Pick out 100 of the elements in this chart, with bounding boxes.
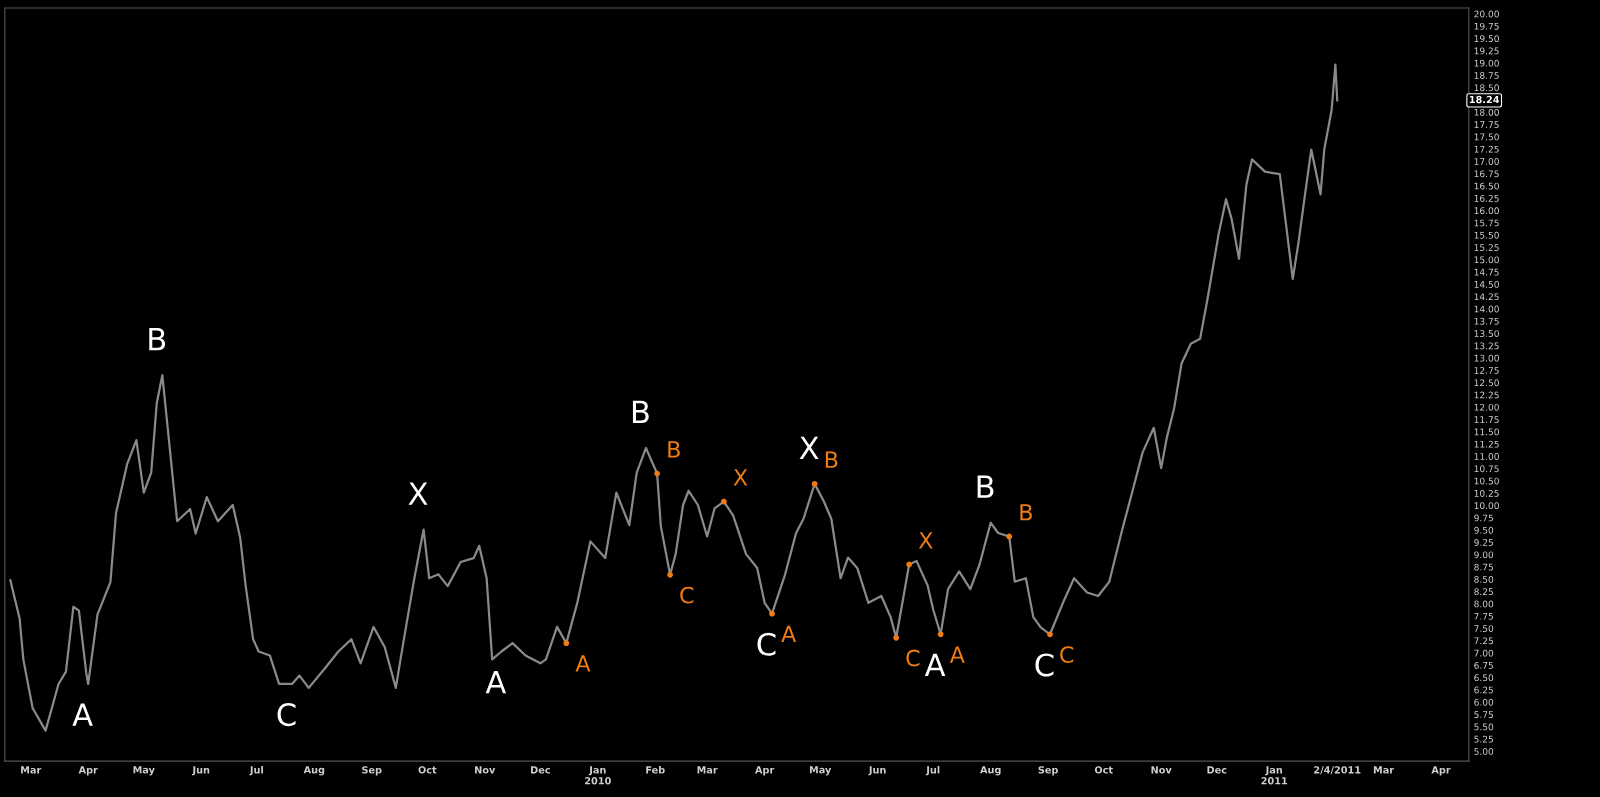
annotation: A — [924, 653, 946, 677]
x-tick-label: May — [133, 766, 155, 776]
y-tick-label: 12.00 — [1474, 403, 1499, 411]
data-label: B — [668, 441, 680, 458]
y-tick-label: 18.00 — [1474, 108, 1499, 116]
point — [654, 470, 661, 477]
y-tick-label: 10.75 — [1474, 465, 1499, 473]
text: 18.24 — [1469, 95, 1500, 104]
y-tick-label: 6.50 — [1474, 674, 1494, 682]
y-tick-label: 5.00 — [1474, 748, 1494, 755]
x-tick-label: Aug — [303, 766, 325, 776]
x-tick-label: Mar — [1373, 766, 1395, 774]
y-tick-label: 13.25 — [1474, 342, 1499, 350]
data-label: A — [781, 625, 797, 642]
point — [1006, 533, 1013, 540]
y-tick-label: 16.00 — [1474, 207, 1499, 215]
y-tick-label: 12.50 — [1474, 379, 1499, 387]
y-tick-label: 19.75 — [1474, 22, 1499, 30]
y-tick-label: 8.50 — [1474, 575, 1494, 583]
y-tick-label: 7.00 — [1474, 649, 1494, 657]
y-tick-label: 17.25 — [1474, 145, 1499, 153]
y-tick-label: 16.50 — [1474, 182, 1499, 190]
y-tick-label: 11.00 — [1474, 453, 1499, 460]
data-label: B — [1020, 504, 1032, 521]
x-tick-label: Nov — [475, 766, 496, 774]
x-tick-label: Mar — [21, 766, 42, 774]
data-label: A — [949, 646, 965, 663]
y-tick-label: 6.75 — [1474, 662, 1493, 669]
y-tick-label: 14.00 — [1474, 305, 1499, 313]
annotation: X — [408, 482, 428, 505]
x-tick-label: Nov — [1151, 766, 1172, 774]
x-tick-label: Jun — [191, 766, 210, 776]
annotation: A — [485, 670, 507, 694]
x-tick-label: Sep — [1038, 766, 1058, 776]
annotation: C — [757, 632, 776, 656]
y-tick-label: 18.50 — [1474, 84, 1499, 92]
annotation: C — [277, 703, 296, 727]
y-tick-label: 17.50 — [1474, 133, 1499, 141]
y-tick-label: 15.00 — [1474, 256, 1499, 264]
y-tick-label: 5.25 — [1474, 735, 1493, 743]
data-label: C — [680, 586, 694, 604]
y-tick-label: 14.25 — [1474, 293, 1499, 301]
y-tick-label: 10.00 — [1474, 502, 1499, 510]
x-tick-label: May — [809, 766, 832, 776]
x-tick-label: Apr — [1431, 766, 1451, 776]
x-tick-label: Jan 2011 — [1261, 766, 1288, 785]
y-tick-label: 13.00 — [1474, 354, 1499, 362]
y-tick-label: 5.50 — [1474, 723, 1494, 731]
y-tick-label: 10.25 — [1474, 489, 1499, 497]
data-label: C — [906, 649, 920, 667]
annotation: A — [72, 703, 93, 726]
y-tick-label: 17.00 — [1474, 158, 1499, 165]
y-tick-label: 7.50 — [1474, 625, 1494, 632]
x-tick-label: Apr — [78, 766, 98, 776]
x-tick-label: Mar — [697, 766, 718, 774]
annotation: C — [1035, 653, 1054, 677]
y-tick-label: 11.25 — [1474, 440, 1499, 448]
y-tick-label: 5.75 — [1474, 711, 1493, 718]
y-tick-label: 9.50 — [1474, 526, 1494, 534]
y-tick-label: 16.75 — [1474, 170, 1499, 178]
point — [937, 631, 944, 638]
y-tick-label: 19.50 — [1474, 35, 1499, 43]
y-tick-label: 11.75 — [1474, 416, 1499, 424]
annotation: B — [149, 328, 166, 351]
y-tick-label: 14.75 — [1474, 268, 1499, 276]
data-label: X — [733, 469, 748, 486]
y-tick-label: 9.25 — [1474, 539, 1493, 546]
y-tick-label: 6.25 — [1474, 686, 1493, 694]
y-tick-label: 12.75 — [1474, 367, 1499, 374]
y-tick-label: 19.00 — [1474, 59, 1499, 67]
x-tick-label: Jul — [925, 766, 940, 776]
y-tick-label: 6.00 — [1474, 698, 1494, 706]
annotation: X — [799, 436, 819, 459]
point — [563, 640, 570, 647]
y-tick-label: 13.50 — [1474, 330, 1499, 337]
y-tick-label: 13.75 — [1474, 317, 1499, 325]
x-tick-label: Jul — [249, 766, 263, 776]
data-label: A — [575, 655, 591, 672]
y-tick-label: 9.00 — [1474, 551, 1494, 559]
x-tick-label: Sep — [362, 766, 382, 776]
annotation: B — [977, 475, 994, 498]
x-tick-label: Feb — [646, 766, 665, 774]
y-tick-label: 15.75 — [1474, 219, 1499, 227]
point — [893, 634, 900, 641]
data-label: X — [918, 532, 933, 549]
x-tick-label: Oct — [1094, 766, 1113, 774]
y-tick-label: 17.75 — [1474, 121, 1499, 129]
line-series — [9, 63, 1339, 732]
point — [720, 498, 727, 505]
y-tick-label: 11.50 — [1474, 428, 1499, 436]
y-tick-label: 10.50 — [1474, 477, 1499, 485]
y-tick-label: 7.75 — [1474, 612, 1493, 620]
x-tick-label: 2/4/2011 — [1314, 766, 1361, 775]
y-tick-label: 8.25 — [1474, 588, 1493, 596]
y-tick-label: 14.50 — [1474, 280, 1499, 288]
data-label: C — [1060, 646, 1074, 663]
x-tick-label: Jun — [868, 766, 886, 776]
y-tick-label: 9.75 — [1474, 514, 1493, 522]
y-tick-label: 8.75 — [1474, 563, 1493, 571]
y-tick-label: 16.25 — [1474, 194, 1499, 202]
